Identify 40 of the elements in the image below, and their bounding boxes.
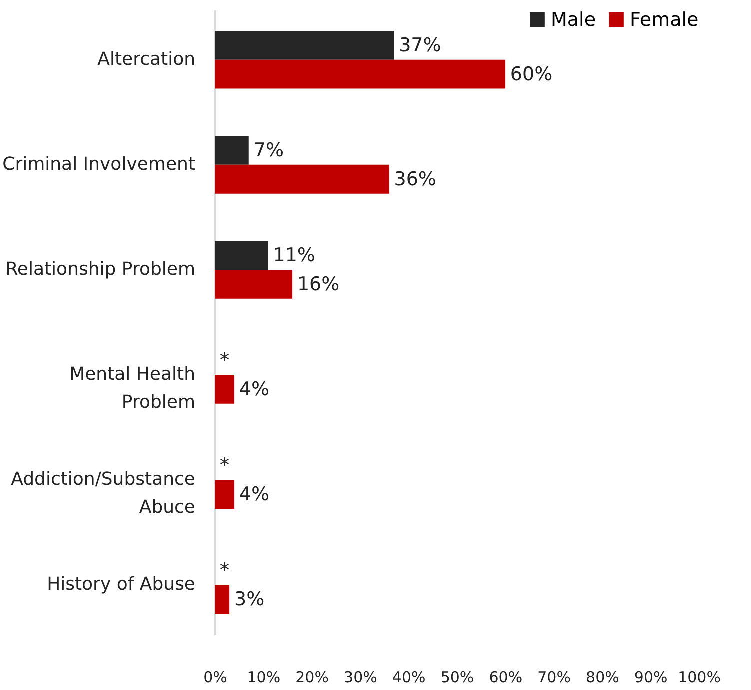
- legend-label: Female: [630, 8, 699, 31]
- data-label: 4%: [239, 378, 270, 400]
- bar: [215, 60, 506, 89]
- data-label: 4%: [239, 484, 270, 506]
- text: *: [220, 454, 230, 477]
- data-label: 3%: [234, 588, 265, 611]
- data-label: 16%: [297, 273, 340, 296]
- bar: [215, 241, 268, 270]
- bar: [215, 480, 234, 509]
- y-tick-label: Criminal Involvement: [2, 154, 196, 175]
- data-label: 11%: [273, 244, 316, 267]
- x-tick-label: 50%: [440, 668, 474, 686]
- data-label: 37%: [399, 34, 442, 56]
- x-tick-label: 60%: [489, 668, 523, 686]
- legend-label: Male: [551, 8, 596, 31]
- x-tick-label: 40%: [392, 668, 426, 686]
- x-tick-label: 90%: [634, 668, 668, 686]
- bar: [215, 270, 292, 299]
- bar: [215, 585, 230, 614]
- text: *: [220, 560, 230, 582]
- bar: [215, 164, 390, 194]
- bar: [215, 136, 249, 165]
- x-tick-label: 100%: [678, 668, 721, 686]
- x-tick-label: 70%: [538, 668, 571, 686]
- data-label: 36%: [394, 168, 436, 190]
- text: *: [220, 350, 230, 372]
- bar: [215, 375, 234, 404]
- y-tick-label: History of Abuse: [47, 574, 196, 596]
- x-tick-label: 30%: [344, 668, 378, 686]
- y-tick-label: Relationship Problem: [6, 258, 196, 280]
- x-tick-label: 20%: [296, 668, 329, 686]
- bar: [215, 31, 394, 60]
- data-label: 7%: [254, 139, 284, 162]
- y-tick-label: Addiction/Substance Abuce: [11, 469, 196, 518]
- y-tick-label: Mental Health Problem: [70, 364, 196, 414]
- x-tick-label: 0%: [204, 668, 228, 686]
- x-tick-label: 80%: [586, 668, 620, 686]
- data-label: 60%: [510, 63, 553, 86]
- x-tick-label: 10%: [247, 668, 281, 686]
- y-tick-label: Altercation: [98, 48, 196, 70]
